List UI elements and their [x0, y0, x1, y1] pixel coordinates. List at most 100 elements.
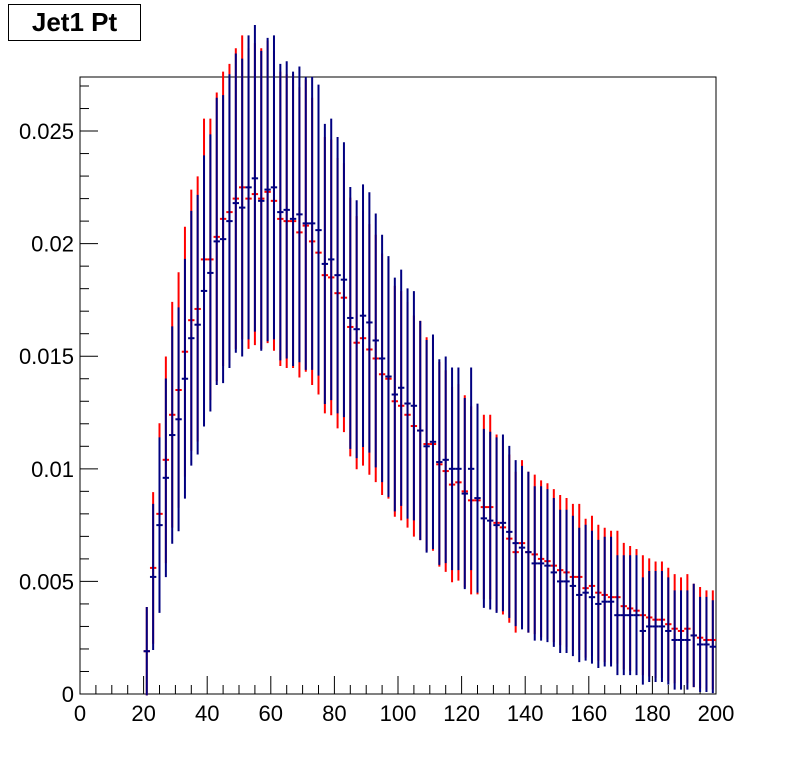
data-point: [359, 184, 367, 448]
data-point: [531, 486, 538, 641]
data-point: [423, 340, 430, 553]
data-point: [512, 460, 519, 627]
data-point: [169, 326, 176, 544]
axes: 0 20 40 60 80 100 120 140 160 180 200 0 0.005 0.01 0.0…: [19, 85, 735, 726]
data-point: [652, 570, 659, 682]
data-point: [480, 428, 488, 608]
y-tick-label: 0.02: [31, 232, 74, 257]
data-point: [156, 437, 163, 613]
data-point: [455, 367, 462, 571]
data-point: [557, 509, 564, 654]
x-tick-label: 160: [570, 701, 607, 726]
data-point: [289, 71, 297, 367]
data-point: [518, 465, 526, 630]
data-point: [334, 136, 341, 414]
data-point: [378, 234, 386, 483]
data-point: [372, 213, 379, 468]
data-point: [474, 403, 481, 593]
data-point: [550, 497, 557, 647]
data-point: [544, 489, 551, 643]
data-point: [410, 291, 418, 521]
data-point: [620, 555, 627, 676]
data-point: [239, 58, 246, 357]
y-tick-label: 0.01: [31, 457, 74, 482]
data-point: [429, 334, 437, 550]
x-tick-label: 100: [380, 701, 417, 726]
x-tick-label: 200: [698, 701, 735, 726]
data-point: [277, 63, 284, 361]
data-point: [607, 536, 615, 667]
data-point: [696, 596, 704, 692]
plot-frame: [79, 76, 717, 695]
data-point: [347, 186, 354, 449]
data-point: [283, 61, 290, 359]
data-point: [639, 577, 647, 685]
data-point: [658, 570, 666, 682]
data-point: [461, 397, 468, 590]
data-point: [703, 596, 710, 692]
data-point: [646, 570, 653, 682]
data-point: [308, 76, 316, 370]
data-point: [499, 434, 507, 612]
data-point: [181, 258, 189, 499]
data-point: [391, 277, 398, 512]
data-point: [296, 66, 303, 363]
data-point: [200, 155, 208, 427]
data-point: [467, 367, 475, 571]
y-tick-label: 0.005: [19, 569, 74, 594]
data-point: [207, 134, 214, 412]
data-point: [188, 210, 195, 466]
data-point: [588, 530, 596, 664]
data-point: [340, 142, 348, 418]
data-point: [213, 97, 220, 386]
data-point: [232, 53, 239, 353]
data-point: [219, 95, 227, 384]
data-point: [665, 577, 672, 685]
data-point: [614, 555, 621, 676]
series-2: [143, 24, 716, 696]
data-point: [264, 37, 271, 342]
data-point: [684, 590, 691, 690]
data-point: [258, 50, 265, 351]
data-point: [149, 503, 157, 650]
data-point: [506, 445, 513, 618]
x-tick-label: 140: [507, 701, 544, 726]
data-point: [385, 256, 392, 497]
data-point: [601, 536, 608, 667]
data-point: [487, 431, 494, 610]
data-point: [194, 194, 201, 455]
y-tick-label: 0: [62, 682, 74, 707]
data-point: [448, 367, 456, 571]
data-point: [398, 269, 405, 506]
x-tick-label: 20: [131, 701, 155, 726]
data-point: [626, 555, 634, 676]
x-tick-label: 180: [634, 701, 671, 726]
x-tick-label: 0: [74, 701, 86, 726]
data-point: [175, 307, 182, 532]
data-point: [366, 192, 373, 453]
data-point: [671, 590, 678, 690]
data-point: [404, 288, 411, 519]
data-point: [576, 527, 583, 663]
data-point: [353, 200, 360, 459]
data-point: [143, 607, 150, 696]
data-point: [595, 539, 602, 669]
data-point: [315, 84, 322, 376]
data-point: [690, 583, 697, 688]
x-tick-label: 60: [259, 701, 283, 726]
x-tick-label: 80: [322, 701, 346, 726]
data-point: [162, 378, 170, 578]
data-point: [582, 524, 589, 661]
data-point: [677, 590, 685, 690]
data-point: [436, 359, 443, 565]
chart-title: Jet1 Pt: [8, 4, 141, 41]
y-tick-label: 0.015: [19, 344, 74, 369]
x-tick-label: 120: [443, 701, 480, 726]
data-point: [328, 118, 335, 401]
data-point: [537, 486, 545, 641]
data-point: [442, 356, 449, 564]
data-point: [321, 123, 329, 404]
data-point: [569, 515, 577, 657]
data-point: [245, 35, 252, 340]
